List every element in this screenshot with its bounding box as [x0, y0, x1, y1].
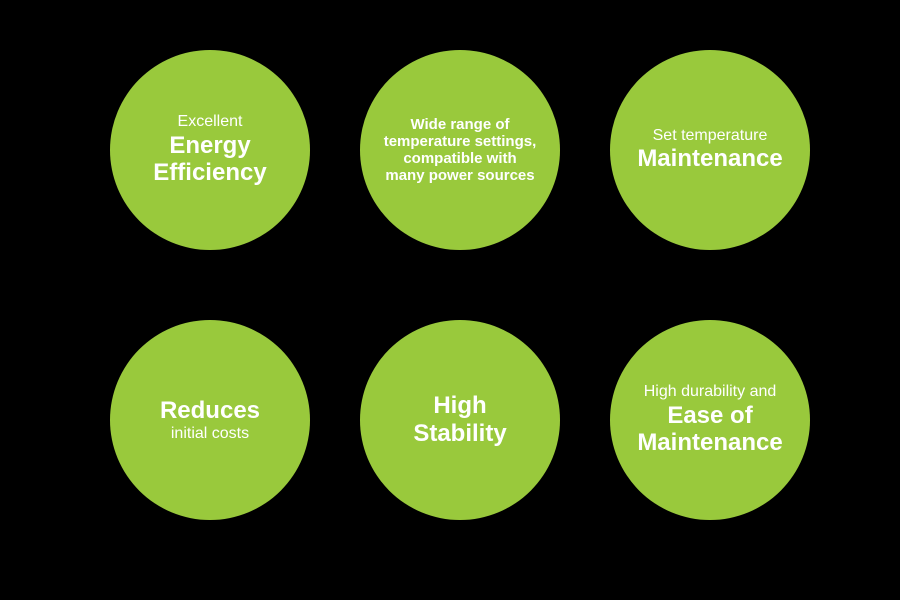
- circle-line: compatible with: [403, 150, 516, 167]
- circle-line: Reduces: [160, 397, 260, 425]
- feature-circle-5: High durability and Ease of Maintenance: [610, 320, 816, 528]
- feature-circle-2: Set temperature Maintenance: [610, 50, 816, 258]
- circle-face: Reduces initial costs: [110, 320, 310, 520]
- feature-circle-0: Excellent Energy Efficiency: [110, 50, 316, 258]
- feature-circle-1: Wide range of temperature settings, comp…: [360, 50, 566, 258]
- circle-line: Energy: [169, 132, 250, 160]
- circle-line: Maintenance: [637, 429, 782, 457]
- circle-line: Set temperature: [653, 127, 768, 145]
- circle-face: Wide range of temperature settings, comp…: [360, 50, 560, 250]
- circle-line: Stability: [413, 420, 506, 448]
- circle-face: High durability and Ease of Maintenance: [610, 320, 810, 520]
- circle-line: High: [433, 392, 486, 420]
- circle-line: Wide range of: [410, 116, 509, 133]
- circle-face: Set temperature Maintenance: [610, 50, 810, 250]
- infographic-grid: Excellent Energy Efficiency Wide range o…: [0, 0, 900, 600]
- circle-line: Efficiency: [153, 159, 266, 187]
- feature-circle-3: Reduces initial costs: [110, 320, 316, 528]
- circle-line: temperature settings,: [384, 133, 537, 150]
- circle-line: Maintenance: [637, 145, 782, 173]
- circle-line: initial costs: [171, 425, 249, 443]
- circle-face: Excellent Energy Efficiency: [110, 50, 310, 250]
- circle-line: Ease of: [667, 402, 752, 430]
- circle-line: Excellent: [178, 113, 243, 131]
- circle-face: High Stability: [360, 320, 560, 520]
- circle-line: High durability and: [644, 383, 777, 401]
- circle-line: many power sources: [385, 167, 534, 184]
- feature-circle-4: High Stability: [360, 320, 566, 528]
